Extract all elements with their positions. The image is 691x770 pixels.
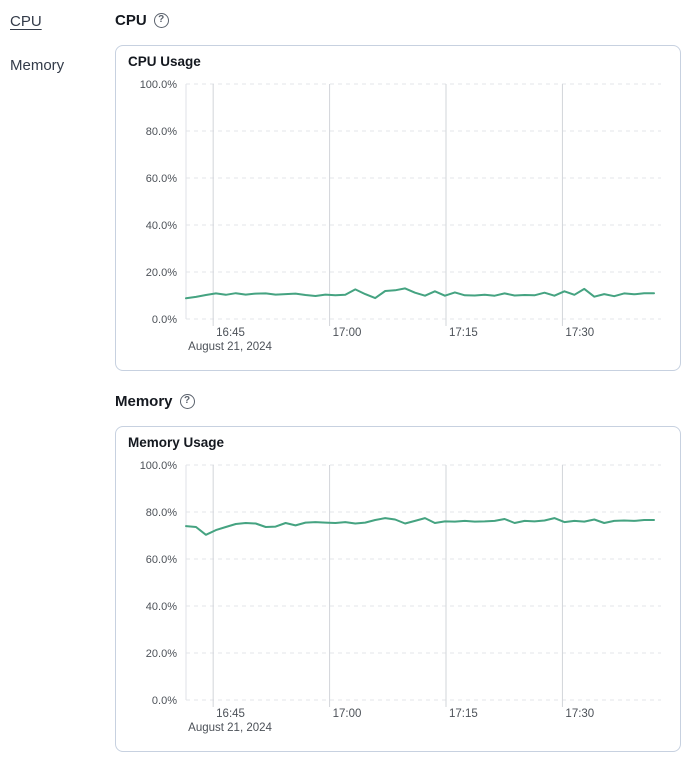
memory-section-header: Memory ? — [115, 391, 681, 411]
svg-text:40.0%: 40.0% — [146, 220, 177, 232]
sidebar-item-cpu[interactable]: CPU — [10, 13, 42, 30]
svg-text:17:30: 17:30 — [565, 327, 594, 339]
question-circle-icon[interactable]: ? — [179, 393, 195, 409]
svg-text:80.0%: 80.0% — [146, 126, 177, 138]
cpu-chart-title: CPU Usage — [128, 54, 201, 69]
svg-text:17:15: 17:15 — [449, 708, 478, 720]
svg-text:17:00: 17:00 — [333, 327, 362, 339]
memory-chart-title: Memory Usage — [128, 435, 225, 450]
svg-text:August 21, 2024: August 21, 2024 — [188, 341, 272, 353]
svg-text:0.0%: 0.0% — [152, 314, 177, 326]
main-content: CPU ? CPU Usage 0.0% 20.0% 40.0% 60.0% 80.0%… — [115, 0, 691, 770]
cpu-section-header: CPU ? — [115, 10, 681, 30]
svg-text:100.0%: 100.0% — [140, 79, 178, 91]
svg-text:40.0%: 40.0% — [146, 601, 177, 613]
cpu-usage-chart: 0.0% 20.0% 40.0% 60.0% 80.0% 100.0% 16:45 Augus… — [128, 72, 670, 364]
svg-text:16:45: 16:45 — [216, 708, 245, 720]
svg-text:20.0%: 20.0% — [146, 267, 177, 279]
sidebar-item-memory[interactable]: Memory — [10, 57, 65, 74]
memory-usage-card: Memory Usage 0.0% 20.0% 40.0% 60.0% 80.0% 100… — [115, 426, 681, 752]
cpu-section-title: CPU — [115, 11, 147, 29]
svg-text:100.0%: 100.0% — [140, 460, 178, 472]
question-circle-icon[interactable]: ? — [153, 12, 169, 28]
svg-text:60.0%: 60.0% — [146, 173, 177, 185]
cpu-usage-card: CPU Usage 0.0% 20.0% 40.0% 60.0% 80.0% 100.0%… — [115, 45, 681, 371]
svg-text:17:00: 17:00 — [333, 708, 362, 720]
svg-text:16:45: 16:45 — [216, 327, 245, 339]
memory-section: Memory ? Memory Usage 0.0% 20.0% 40.0% 60.0… — [115, 391, 681, 752]
svg-text:17:15: 17:15 — [449, 327, 478, 339]
svg-text:0.0%: 0.0% — [152, 695, 177, 707]
sidebar: CPU Memory — [0, 0, 115, 770]
memory-section-title: Memory — [115, 392, 173, 410]
svg-text:20.0%: 20.0% — [146, 648, 177, 660]
svg-text:17:30: 17:30 — [565, 708, 594, 720]
svg-text:60.0%: 60.0% — [146, 554, 177, 566]
svg-text:80.0%: 80.0% — [146, 507, 177, 519]
svg-text:August 21, 2024: August 21, 2024 — [188, 722, 272, 734]
memory-usage-chart: 0.0% 20.0% 40.0% 60.0% 80.0% 100.0% 16:45 Augus… — [128, 453, 670, 745]
cpu-section: CPU ? CPU Usage 0.0% 20.0% 40.0% 60.0% 80.0%… — [115, 10, 681, 371]
